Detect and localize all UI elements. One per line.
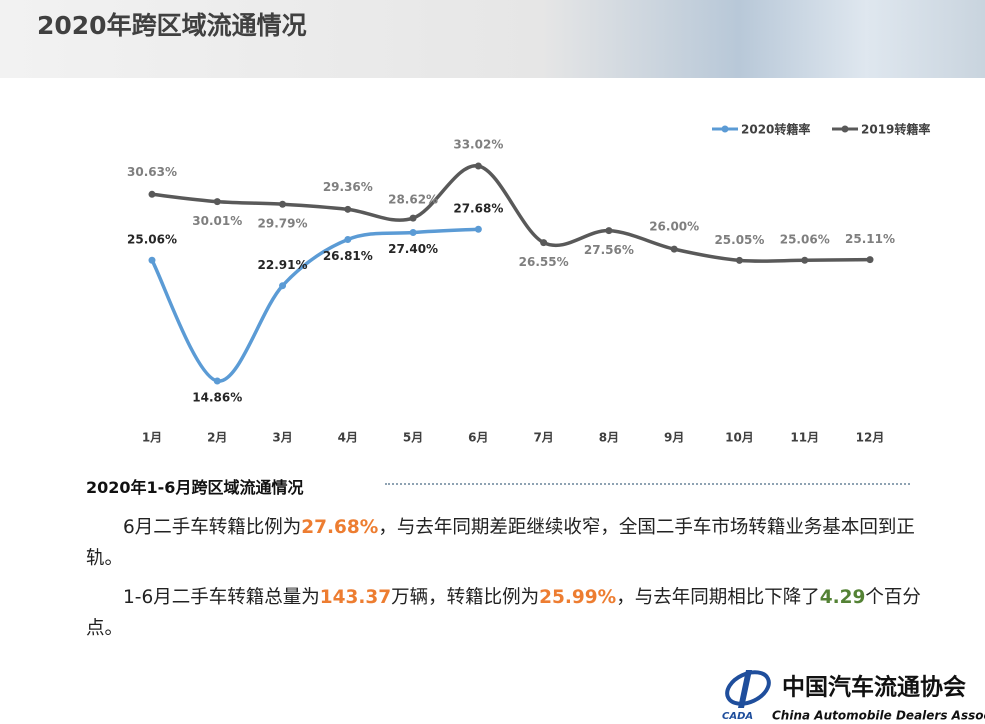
x-tick-label: 7月 bbox=[533, 431, 553, 445]
x-tick-label: 8月 bbox=[599, 431, 619, 445]
data-point bbox=[148, 256, 156, 264]
logo-ring bbox=[725, 670, 771, 706]
x-tick-label: 2月 bbox=[207, 431, 227, 445]
logo-mark: CADA bbox=[722, 711, 753, 722]
data-label: 25.11% bbox=[845, 232, 895, 246]
text-run: 1-6月二手车转籍总量为 bbox=[123, 587, 320, 608]
data-label: 29.36% bbox=[323, 180, 373, 194]
data-label: 30.63% bbox=[127, 165, 177, 179]
divider bbox=[385, 483, 910, 485]
data-point bbox=[670, 245, 678, 253]
data-point bbox=[344, 205, 352, 213]
data-label: 30.01% bbox=[192, 214, 242, 228]
chart: 1月 2月 3月 4月 5月 6月 7月 8月 9月 10月 11月 12月 30.63% 30.01% 2… bbox=[127, 122, 930, 445]
text-run: 6月二手车转籍比例为 bbox=[123, 517, 302, 538]
text-run: 25.99% bbox=[539, 587, 617, 608]
data-point bbox=[409, 214, 417, 222]
x-tick-label: 10月 bbox=[725, 431, 754, 445]
logo: CADA 中国汽车流通协会 China Automobile Dealers A… bbox=[722, 670, 985, 723]
x-tick-label: 12月 bbox=[856, 431, 885, 445]
x-tick-label: 5月 bbox=[403, 431, 423, 445]
data-label: 14.86% bbox=[192, 391, 242, 405]
data-point bbox=[474, 162, 482, 170]
data-label: 27.40% bbox=[388, 242, 438, 256]
text-run: ，与去年同期相比下降了 bbox=[616, 587, 820, 608]
series-line bbox=[151, 164, 871, 263]
data-label: 27.68% bbox=[453, 202, 503, 216]
data-label: 29.79% bbox=[258, 217, 308, 231]
data-point bbox=[148, 190, 156, 198]
data-label: 26.55% bbox=[519, 255, 569, 269]
text-run: 143.37 bbox=[319, 587, 392, 608]
text-run: 27.68% bbox=[301, 517, 379, 538]
data-point bbox=[213, 377, 221, 385]
data-point bbox=[540, 239, 548, 247]
data-label: 22.91% bbox=[258, 258, 308, 272]
data-point bbox=[279, 282, 287, 290]
x-tick-label: 6月 bbox=[468, 431, 488, 445]
text-run: ，与去年同期差距继续收窄，全国二手车市场转籍业务基本回到正轨。 bbox=[86, 517, 915, 569]
data-point bbox=[213, 198, 221, 206]
logo-english: China Automobile Dealers Association bbox=[772, 709, 985, 723]
logo-bar bbox=[738, 670, 752, 708]
data-label: 25.06% bbox=[127, 233, 177, 247]
title: 2020年跨区域流通情况 bbox=[37, 11, 307, 40]
data-point bbox=[866, 256, 874, 264]
data-point bbox=[605, 227, 613, 235]
paragraph: 1-6月二手车转籍总量为143.37万辆，转籍比例为25.99%，与去年同期相比… bbox=[86, 582, 921, 644]
text-run: 万辆，转籍比例为 bbox=[391, 587, 540, 608]
data-point bbox=[801, 256, 809, 264]
data-point bbox=[735, 256, 743, 264]
data-label: 25.06% bbox=[780, 233, 830, 247]
legend-dot bbox=[841, 125, 849, 133]
legend-label: 2019转籍率 bbox=[861, 122, 930, 137]
x-tick-label: 1月 bbox=[142, 431, 162, 445]
x-tick-label: 9月 bbox=[664, 431, 684, 445]
x-tick-label: 3月 bbox=[272, 431, 292, 445]
data-label: 26.00% bbox=[649, 220, 699, 234]
logo-name: 中国汽车流通协会 bbox=[782, 674, 966, 701]
legend-dot bbox=[721, 125, 729, 133]
x-tick-label: 4月 bbox=[338, 431, 358, 445]
data-point bbox=[409, 229, 417, 237]
section-title: 2020年1-6月跨区域流通情况 bbox=[86, 478, 304, 497]
text-run: 4.29 bbox=[819, 587, 866, 608]
legend-label: 2020转籍率 bbox=[741, 122, 810, 137]
data-label: 33.02% bbox=[453, 138, 503, 152]
data-point bbox=[474, 225, 482, 233]
data-label: 26.81% bbox=[323, 249, 373, 263]
x-tick-label: 11月 bbox=[790, 431, 819, 445]
data-point bbox=[279, 200, 287, 208]
data-label: 25.05% bbox=[714, 233, 764, 247]
data-label: 28.62% bbox=[388, 193, 438, 207]
header: 2020年跨区域流通情况 bbox=[0, 0, 985, 78]
paragraphs: 6月二手车转籍比例为27.68%，与去年同期差距继续收窄，全国二手车市场转籍业务… bbox=[86, 512, 921, 652]
paragraph: 6月二手车转籍比例为27.68%，与去年同期差距继续收窄，全国二手车市场转籍业务… bbox=[86, 512, 921, 574]
text-run: 个百分点。 bbox=[86, 587, 921, 639]
data-label: 27.56% bbox=[584, 243, 634, 257]
data-point bbox=[344, 236, 352, 244]
